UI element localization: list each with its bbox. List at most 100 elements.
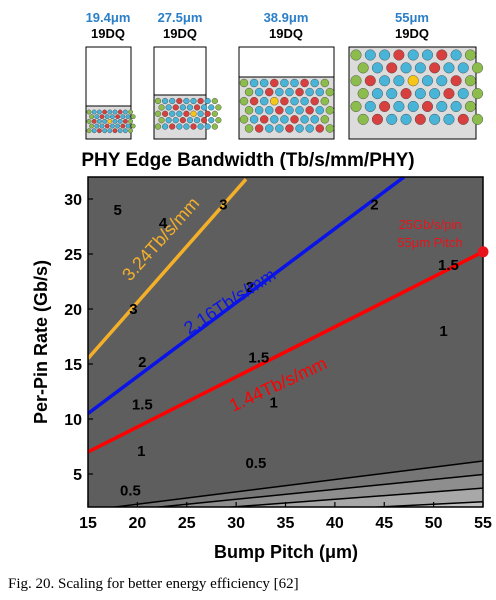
bump-1-2-3 <box>176 110 183 117</box>
bump-3-1-2 <box>386 62 398 74</box>
contour-label-10: 1 <box>439 323 447 340</box>
bump-1-2-0 <box>154 110 162 117</box>
bump-0-2-5 <box>112 118 118 124</box>
bump-2-0-7 <box>310 78 319 88</box>
x-axis-label: Bump Pitch (μm) <box>214 542 358 562</box>
bump-0-3-4 <box>110 123 115 129</box>
bump-3-1-0 <box>357 62 369 74</box>
bump-3-2-6 <box>436 75 448 87</box>
bump-2-3-3 <box>275 106 284 115</box>
bump-2-1-2 <box>265 87 274 97</box>
bump-1-0-8 <box>211 97 218 105</box>
annotation-line-1: 25Gb/s/pin <box>399 217 462 232</box>
bump-2-4-3 <box>270 115 279 124</box>
bump-2-3-0 <box>244 106 254 115</box>
y-tick-label-25: 25 <box>64 247 82 264</box>
bump-3-3-8 <box>472 88 484 100</box>
bump-2-0-1 <box>249 78 259 88</box>
bump-2-4-4 <box>280 115 289 124</box>
bump-0-3-5 <box>115 123 121 129</box>
bump-0-4-1 <box>91 128 97 134</box>
bump-0-3-7 <box>125 123 131 129</box>
contour-band-top <box>88 177 483 507</box>
bump-0-4-3 <box>102 128 108 134</box>
bump-3-3-7 <box>457 88 469 100</box>
contour-labels: 5 4 3 3 2 2 2 1.5 1.5 1.5 1 1 1 0.5 0.5 <box>113 197 458 500</box>
contour-line-4 <box>151 473 483 507</box>
bump-1-2-2 <box>169 110 176 117</box>
bump-0-0-8 <box>128 109 134 115</box>
bump-0-0-2 <box>97 109 102 115</box>
x-tick-label-20: 20 <box>128 515 146 532</box>
bump-1-4-3 <box>176 123 183 130</box>
bump-0-1-1 <box>94 114 100 120</box>
bump-0-2-3 <box>102 118 108 124</box>
bump-2-1-5 <box>295 87 304 97</box>
bump-1-2-4 <box>183 110 190 117</box>
bump-0-2-2 <box>97 118 102 124</box>
bump-map-4-area <box>348 46 477 140</box>
bump-1-1-6 <box>201 104 208 111</box>
bump-3-3-6 <box>443 88 455 100</box>
bump-1-4-5 <box>190 123 197 130</box>
bump-3-4-2 <box>379 100 391 112</box>
bump-3-2-1 <box>364 75 376 87</box>
contour-label-12: 1 <box>137 443 145 460</box>
y-tick-label-5: 5 <box>73 467 82 484</box>
bump-3-5-0 <box>357 113 369 125</box>
bump-0-4-2 <box>97 128 102 134</box>
bump-2-3-8 <box>325 106 335 115</box>
bump-0-1-6 <box>120 114 126 120</box>
bump-2-5-6 <box>305 124 314 133</box>
bump-2-1-0 <box>244 87 254 97</box>
bump-3-4-4 <box>407 100 419 112</box>
bump-2-4-8 <box>320 115 329 124</box>
bump-3-1-3 <box>400 62 412 74</box>
bump-3-1-1 <box>371 62 383 74</box>
bump-2-5-8 <box>325 124 335 133</box>
contour-label-2: 3 <box>219 197 227 214</box>
bump-2-2-4 <box>280 96 289 106</box>
bump-0-1-2 <box>99 114 105 120</box>
bump-1-1-4 <box>186 104 194 111</box>
bump-0-0-1 <box>91 109 97 115</box>
contour-label-7: 1.5 <box>438 257 459 274</box>
bump-2-2-8 <box>320 96 329 106</box>
contour-label-8: 1.5 <box>248 349 269 366</box>
bump-2-5-3 <box>275 124 284 133</box>
contour-label-6: 2 <box>138 354 146 371</box>
bump-1-2-5 <box>190 110 197 117</box>
bump-1-0-4 <box>183 97 190 105</box>
contour-label-4: 2 <box>370 197 378 214</box>
annotation-line-2: 55μm Pitch <box>397 235 462 250</box>
bump-0-1-8 <box>130 114 136 120</box>
bump-2-0-5 <box>290 78 299 88</box>
x-tick-label-35: 35 <box>277 515 295 532</box>
bump-map-3-pitch: 38.9μm <box>264 10 309 25</box>
bump-2-4-6 <box>300 115 309 124</box>
bump-3-5-3 <box>400 113 412 125</box>
bump-0-0-4 <box>107 109 113 115</box>
contour-line-2 <box>363 501 483 507</box>
x-tick-label-55: 55 <box>474 515 492 532</box>
bump-1-3-7 <box>208 117 215 124</box>
data-point-marker <box>477 246 489 258</box>
bump-3-3-5 <box>429 88 441 100</box>
bump-3-0-4 <box>407 49 419 61</box>
bump-1-0-6 <box>197 97 204 105</box>
bump-1-3-2 <box>172 117 179 124</box>
bump-0-4-0 <box>86 128 92 134</box>
bump-3-1-7 <box>457 62 469 74</box>
contour-label-3: 3 <box>129 301 137 318</box>
bump-3-4-7 <box>450 100 462 112</box>
contour-label-9: 1.5 <box>132 397 153 414</box>
bump-map-headers: 19.4μm 19DQ 27.5μm 19DQ 38.9μm 19DQ 55μm… <box>86 10 429 41</box>
series-line-2 <box>88 250 483 454</box>
bump-1-4-0 <box>154 123 162 130</box>
bump-1-4-7 <box>204 123 211 130</box>
bump-2-2-0 <box>239 96 249 106</box>
bump-2-3-2 <box>265 106 274 115</box>
bump-3-1-8 <box>472 62 484 74</box>
bump-0-2-8 <box>128 118 134 124</box>
